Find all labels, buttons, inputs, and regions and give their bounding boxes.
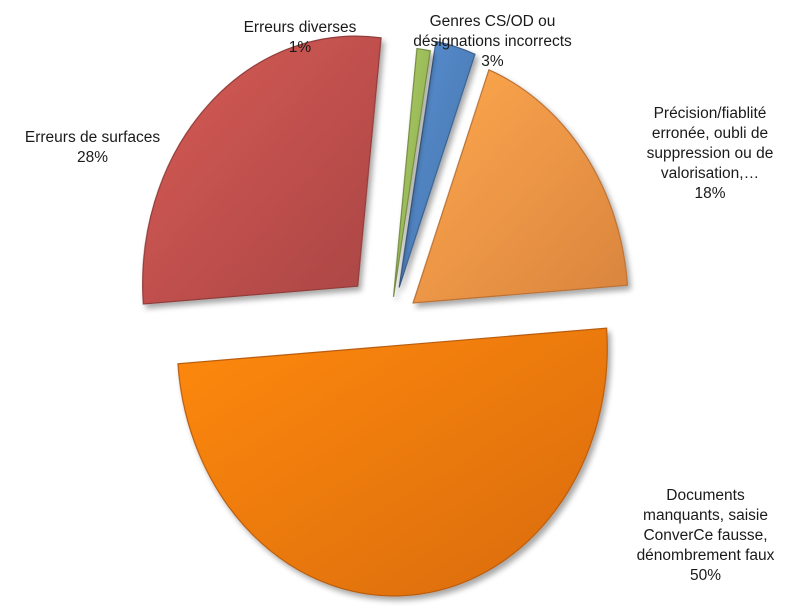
- slice-percent-label: 28%: [76, 149, 109, 166]
- pie-slice-4: [142, 35, 382, 305]
- slice-label-text: Précision/fiablité: [653, 105, 767, 122]
- slice-percent-label: 18%: [694, 185, 726, 202]
- slice-label-2: Précision/fiablité erronée, oubli de suppr…: [630, 104, 790, 204]
- slice-percent-label: 3%: [481, 53, 504, 70]
- pie-slices: [142, 35, 629, 597]
- slice-label-text: valorisation,…: [660, 165, 760, 182]
- pie-slice-3: [177, 327, 608, 597]
- slice-label-text: dénombrement faux: [636, 547, 775, 564]
- slice-label-text: suppression ou de: [646, 145, 774, 162]
- slice-label-1: Genres CS/OD ou désignations incorrects 3%: [385, 12, 600, 72]
- pie-slice-1: [398, 40, 476, 288]
- slice-label-5: Erreurs diverses 1%: [225, 18, 375, 58]
- slice-percent-label: 1%: [288, 39, 312, 56]
- pie-slice-5: [392, 47, 431, 297]
- slice-label-text: erronée, oubli de: [651, 125, 769, 142]
- slice-label-text: Genres CS/OD ou: [429, 13, 556, 30]
- slice-label-3: Documents manquants, saisie ConverCe fauss…: [618, 486, 793, 586]
- slice-label-text: Erreurs de surfaces: [24, 129, 161, 146]
- pie-slice-2: [412, 68, 629, 304]
- slice-label-4: Erreurs de surfaces 28%: [5, 128, 180, 168]
- slice-label-text: Documents: [666, 487, 745, 504]
- slice-label-text: manquants, saisie: [643, 507, 768, 524]
- slice-label-text: désignations incorrects: [413, 33, 572, 50]
- slice-label-text: ConverCe fausse,: [643, 527, 768, 544]
- slice-label-text: Erreurs diverses: [243, 19, 357, 36]
- slice-percent-label: 50%: [689, 567, 722, 584]
